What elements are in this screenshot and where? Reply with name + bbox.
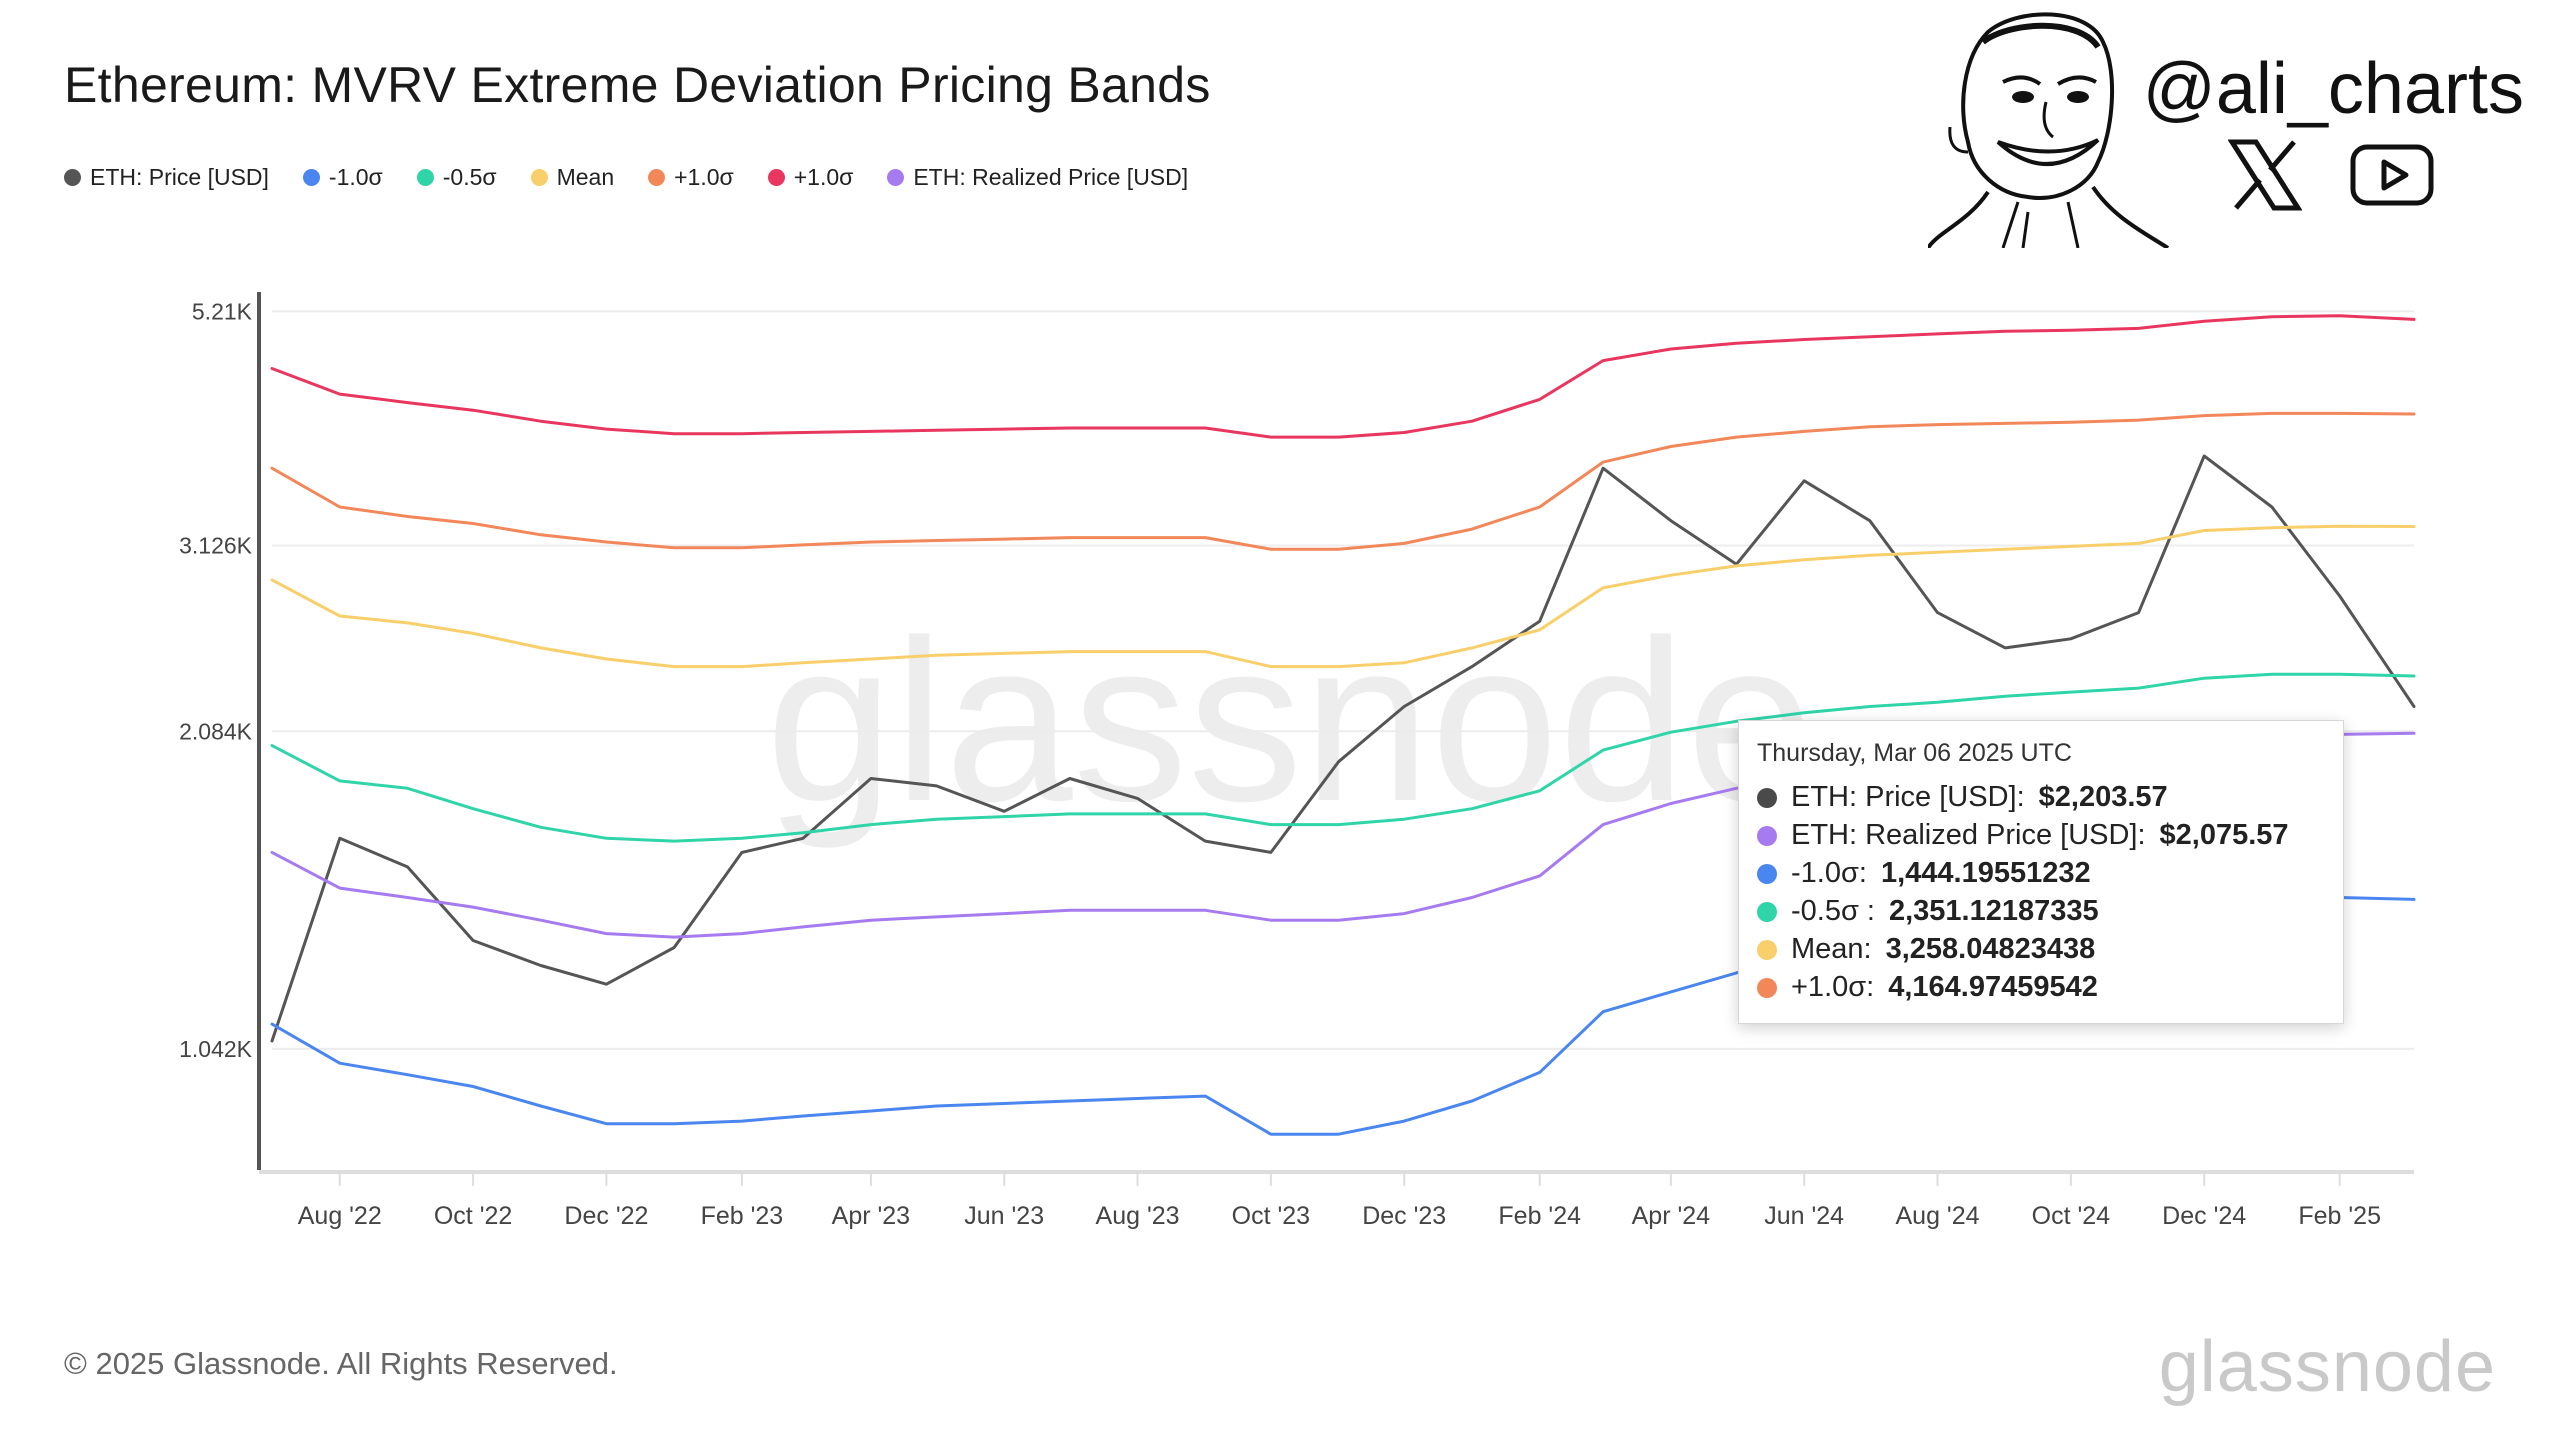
tooltip-value: 4,164.97459542 <box>1888 971 2098 1003</box>
hover-tooltip: Thursday, Mar 06 2025 UTC ETH: Price [US… <box>1738 720 2344 1024</box>
legend-item[interactable]: ETH: Price [USD] <box>64 164 269 191</box>
legend-item[interactable]: -1.0σ <box>302 164 383 191</box>
tooltip-value: 3,258.04823438 <box>1885 933 2096 965</box>
tooltip-value: $2,075.57 <box>2159 819 2289 851</box>
x-tick-label: Aug '23 <box>1096 1202 1180 1230</box>
chart-title: Ethereum: MVRV Extreme Deviation Pricing… <box>64 57 1211 113</box>
x-tick-label: Oct '24 <box>2032 1202 2111 1230</box>
tooltip-label: +1.0σ: <box>1791 971 1875 1003</box>
legend-label: +1.0σ <box>674 164 734 190</box>
legend-swatch <box>302 169 320 186</box>
legend-swatch <box>648 169 666 186</box>
glassnode-logo: glassnode <box>2158 1327 2496 1407</box>
tooltip-row: +1.0σ: 4,164.97459542 <box>1757 971 2098 1004</box>
tooltip-value: 2,351.12187335 <box>1888 895 2099 927</box>
y-tick-label: 2.084K <box>179 718 253 744</box>
watermark: glassnode <box>766 592 1815 849</box>
tooltip-swatch <box>1757 863 1777 884</box>
legend-label: ETH: Price [USD] <box>90 164 269 190</box>
y-tick-label: 3.126K <box>179 532 253 558</box>
x-tick-label: Oct '22 <box>434 1202 512 1230</box>
legend-item[interactable]: ETH: Realized Price [USD] <box>887 164 1188 191</box>
legend-label: -1.0σ <box>328 164 383 190</box>
tooltip-label: Mean: <box>1791 933 1872 965</box>
legend-swatch <box>416 169 434 186</box>
tooltip-row: -1.0σ: 1,444.19551232 <box>1757 857 2091 890</box>
tooltip-label: ETH: Price [USD]: <box>1791 781 2025 813</box>
legend-label: ETH: Realized Price [USD] <box>913 164 1189 190</box>
legend-swatch <box>64 169 81 186</box>
x-tick-label: Aug '24 <box>1896 1202 1980 1230</box>
tooltip-row: Mean: 3,258.04823438 <box>1757 933 2095 966</box>
series-line-2 <box>270 672 2416 843</box>
tooltip-row: ETH: Price [USD]: $2,203.57 <box>1757 781 2168 814</box>
tooltip-swatch <box>1757 939 1777 960</box>
tooltip-label: ETH: Realized Price [USD]: <box>1791 819 2146 851</box>
copyright-text: © 2025 Glassnode. All Rights Reserved. <box>64 1346 618 1381</box>
tooltip-swatch <box>1757 787 1777 808</box>
x-logo-icon[interactable] <box>2228 138 2302 212</box>
tooltip-swatch <box>1757 901 1777 922</box>
brand-handle[interactable]: @ali_charts <box>2142 49 2524 129</box>
x-tick-label: Dec '22 <box>564 1202 648 1230</box>
x-tick-label: Dec '24 <box>2162 1202 2246 1230</box>
legend-item[interactable]: +1.0σ <box>648 164 734 191</box>
tooltip-label: -0.5σ : <box>1791 895 1875 927</box>
legend-label: +1.0σ <box>793 164 854 190</box>
tooltip-label: -1.0σ: <box>1791 857 1867 889</box>
y-tick-label: 5.21K <box>192 298 253 324</box>
youtube-play-icon[interactable] <box>2350 144 2434 206</box>
series-line-4 <box>270 411 2416 551</box>
tooltip-row: -0.5σ : 2,351.12187335 <box>1757 895 2099 928</box>
tooltip-swatch <box>1757 977 1777 998</box>
legend-swatch <box>887 169 905 186</box>
series-line-3 <box>270 524 2416 669</box>
x-tick-label: Jun '24 <box>1764 1202 1844 1230</box>
x-tick-label: Aug '22 <box>298 1202 382 1230</box>
legend-swatch <box>530 169 548 186</box>
x-tick-label: Feb '23 <box>701 1202 784 1230</box>
x-tick-label: Feb '24 <box>1498 1202 1581 1230</box>
chart-legend: ETH: Price [USD] -1.0σ -0.5σ Mean +1.0σ +1.0σ… <box>64 164 1188 191</box>
tooltip-value: 1,444.19551232 <box>1880 857 2091 889</box>
x-tick-label: Oct '23 <box>1232 1202 1310 1230</box>
tooltip-swatch <box>1757 825 1777 846</box>
cartoon-face-icon <box>1928 12 2170 248</box>
x-tick-label: Jun '23 <box>964 1202 1044 1230</box>
legend-label: -0.5σ <box>442 164 497 190</box>
legend-label: Mean <box>556 164 615 190</box>
x-tick-label: Apr '24 <box>1632 1202 1711 1230</box>
x-tick-label: Apr '23 <box>832 1202 910 1230</box>
legend-item[interactable]: Mean <box>530 164 615 191</box>
series-line-0 <box>270 454 2416 1043</box>
y-tick-label: 1.042K <box>179 1036 253 1062</box>
x-tick-label: Dec '23 <box>1362 1202 1446 1230</box>
tooltip-row: ETH: Realized Price [USD]: $2,075.57 <box>1757 819 2289 852</box>
legend-item[interactable]: -0.5σ <box>416 164 497 191</box>
tooltip-date: Thursday, Mar 06 2025 UTC <box>1757 739 2072 767</box>
tooltip-value: $2,203.57 <box>2038 781 2168 813</box>
x-tick-label: Feb '25 <box>2298 1202 2381 1230</box>
series-line-5 <box>270 314 2416 439</box>
legend-swatch <box>767 169 785 186</box>
legend-item[interactable]: +1.0σ <box>767 164 854 191</box>
